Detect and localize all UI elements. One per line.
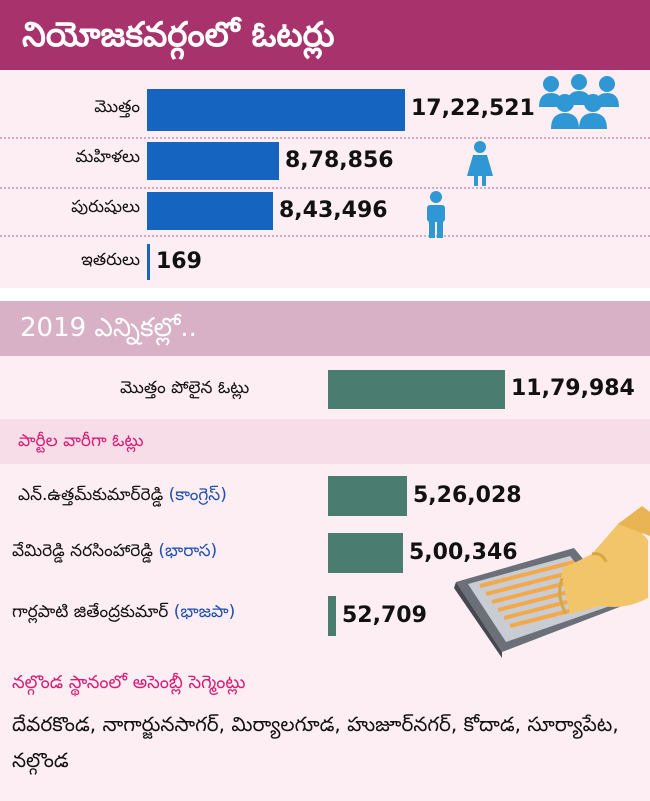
voter-bar-total (147, 89, 405, 131)
header-banner: నియోజకవర్గంలో ఓటర్లు (0, 0, 650, 70)
candidate-votes-value: 5,00,346 (409, 540, 518, 565)
voter-bar-men (147, 192, 273, 230)
assembly-segment-list: దేవరకొండ, నాగార్జునసాగర్, మిర్యాలగూడ, హు… (12, 712, 619, 772)
total-polled-value: 11,79,984 (511, 376, 635, 401)
election-year-band: 2019 ఎన్నికల్లో.. (0, 301, 650, 356)
group-people-icon (539, 74, 619, 129)
party-name: (కాంగ్రెస్) (168, 485, 227, 505)
assembly-segments: నల్గొండ స్థానంలో అసెంబ్లీ సెగ్మెంట్లు దే… (0, 658, 650, 801)
candidate-label: వేమిరెడ్డి నరసింహారెడ్డి (భారాస) (12, 541, 217, 565)
total-polled-label: మొత్తం పోలైన ఓట్లు (120, 378, 250, 398)
row-divider (0, 137, 650, 139)
voter-bar-others (147, 244, 150, 280)
candidate-name: వేమిరెడ్డి నరసింహారెడ్డి (12, 541, 153, 561)
candidate-name: ఎన్.ఉత్తమ్‌కుమార్‌రెడ్డి (18, 485, 164, 505)
voter-label-men: పురుషులు (71, 197, 140, 217)
row-divider (0, 187, 650, 189)
party-votes-heading: పార్టీల వారీగా ఓట్లు (18, 431, 144, 451)
election-year-title: 2019 ఎన్నికల్లో.. (20, 313, 197, 343)
candidate-votes-value: 52,709 (342, 603, 427, 628)
election-results-chart: మొత్తం పోలైన ఓట్లు 11,79,984 పార్టీల వార… (0, 356, 650, 658)
candidate-bar (328, 533, 403, 573)
voter-value-men: 8,43,496 (279, 198, 388, 223)
party-name: (భాజపా) (173, 602, 236, 622)
candidate-label: గార్లపాటి జితేంద్రకుమార్ (భాజపా) (12, 602, 235, 626)
candidate-bar (328, 476, 407, 516)
assembly-heading: నల్గొండ స్థానంలో అసెంబ్లీ సెగ్మెంట్లు (12, 672, 246, 693)
candidate-bar (328, 596, 336, 636)
voter-value-women: 8,78,856 (285, 148, 394, 173)
voter-label-women: మహిళలు (75, 147, 140, 167)
voters-chart: మొత్తం మహిళలు పురుషులు ఇతరులు 17,22,521 … (0, 70, 650, 288)
total-polled-bar (328, 370, 505, 409)
voter-label-total: మొత్తం (94, 97, 140, 117)
voter-label-others: ఇతరులు (81, 250, 140, 270)
party-name: (భారాస) (158, 541, 218, 561)
candidate-label: ఎన్.ఉత్తమ్‌కుమార్‌రెడ్డి (కాంగ్రెస్) (18, 485, 227, 509)
party-votes-strip: పార్టీల వారీగా ఓట్లు (0, 419, 650, 464)
woman-icon (467, 141, 493, 186)
voter-bar-women (147, 142, 279, 180)
voter-value-others: 169 (156, 249, 202, 274)
page-title: నియోజకవర్గంలో ఓటర్లు (22, 15, 335, 55)
man-icon (427, 191, 445, 238)
row-divider (0, 235, 650, 237)
candidate-name: గార్లపాటి జితేంద్రకుమార్ (12, 602, 169, 622)
voter-value-total: 17,22,521 (411, 96, 535, 121)
candidate-votes-value: 5,26,028 (413, 483, 522, 508)
hand-pointer-icon (558, 506, 650, 615)
